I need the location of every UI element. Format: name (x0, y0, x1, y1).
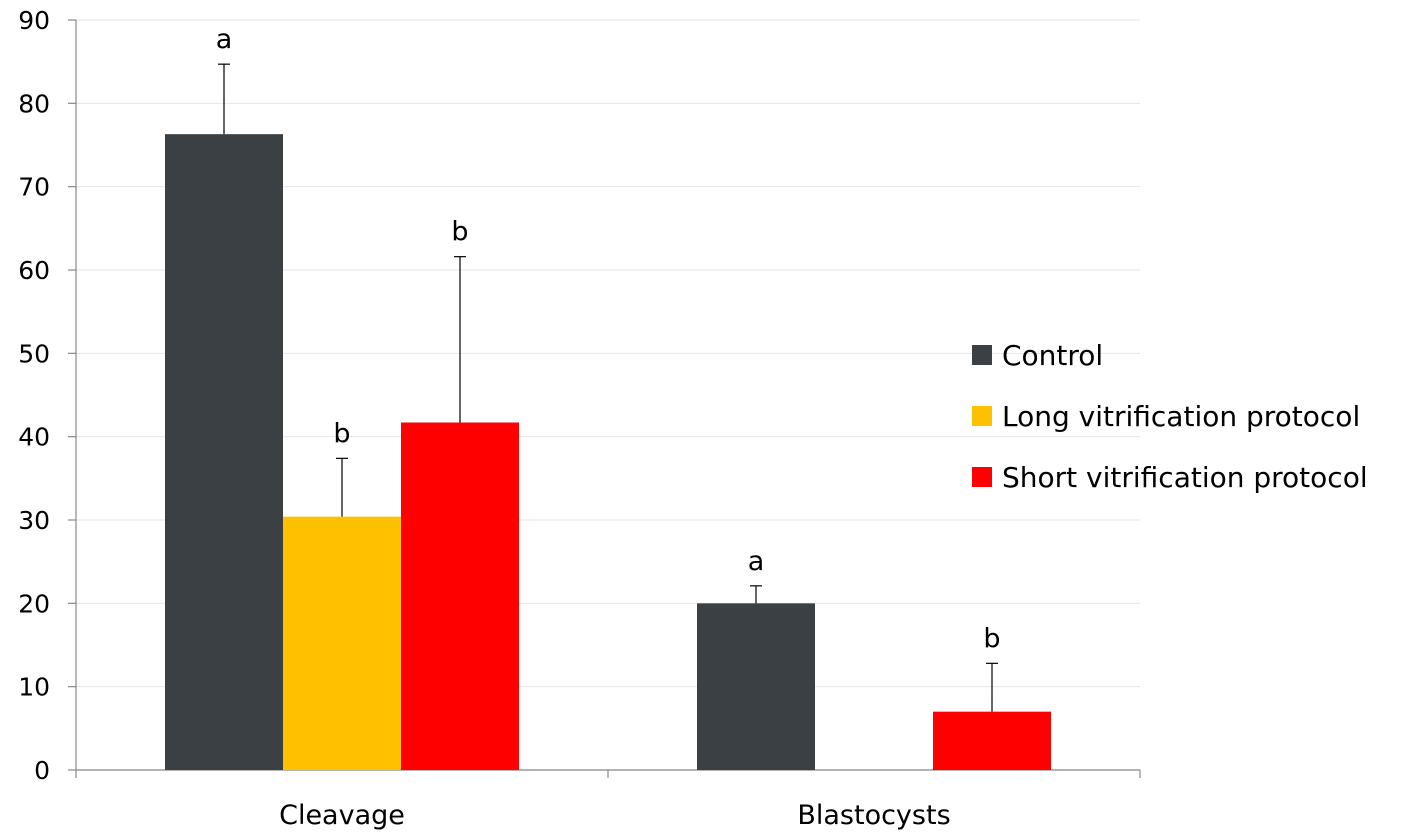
legend-swatch (972, 467, 992, 487)
significance-letter: b (333, 418, 350, 449)
legend: Control Long vitrification protocol Short … (972, 339, 1368, 494)
y-tick-label: 90 (18, 6, 50, 35)
bar (697, 603, 815, 770)
y-tick-label: 50 (18, 339, 50, 368)
legend-swatch (972, 406, 992, 426)
y-tick-label: 10 (18, 673, 50, 702)
y-tick-label: 20 (18, 589, 50, 618)
series-control: aa (165, 24, 815, 770)
significance-letter: a (216, 24, 233, 55)
y-tick-label: 70 (18, 173, 50, 202)
legend-label: Short vitrification protocol (1002, 461, 1368, 494)
y-tick-label: 80 (18, 89, 50, 118)
y-tick-label: 0 (34, 756, 50, 785)
legend-swatch (972, 345, 992, 365)
bar (165, 134, 283, 770)
significance-letter: b (451, 217, 468, 248)
bar (401, 422, 519, 770)
bar (283, 516, 401, 770)
significance-letter: a (748, 546, 765, 577)
legend-label: Long vitrification protocol (1002, 400, 1360, 433)
y-tick-label: 40 (18, 423, 50, 452)
bar (933, 711, 1051, 770)
x-category-label: Blastocysts (797, 800, 950, 831)
significance-letter: b (983, 623, 1000, 654)
legend-label: Control (1002, 339, 1103, 372)
x-category-label: Cleavage (279, 800, 405, 831)
y-tick-label: 30 (18, 506, 50, 535)
y-tick-label: 60 (18, 256, 50, 285)
series-long-vitrification-protocol: b (283, 418, 401, 770)
series-short-vitrification-protocol: bb (401, 217, 1051, 770)
y-axis-ticks: 0 10 20 30 40 50 60 70 80 90 (18, 6, 76, 785)
